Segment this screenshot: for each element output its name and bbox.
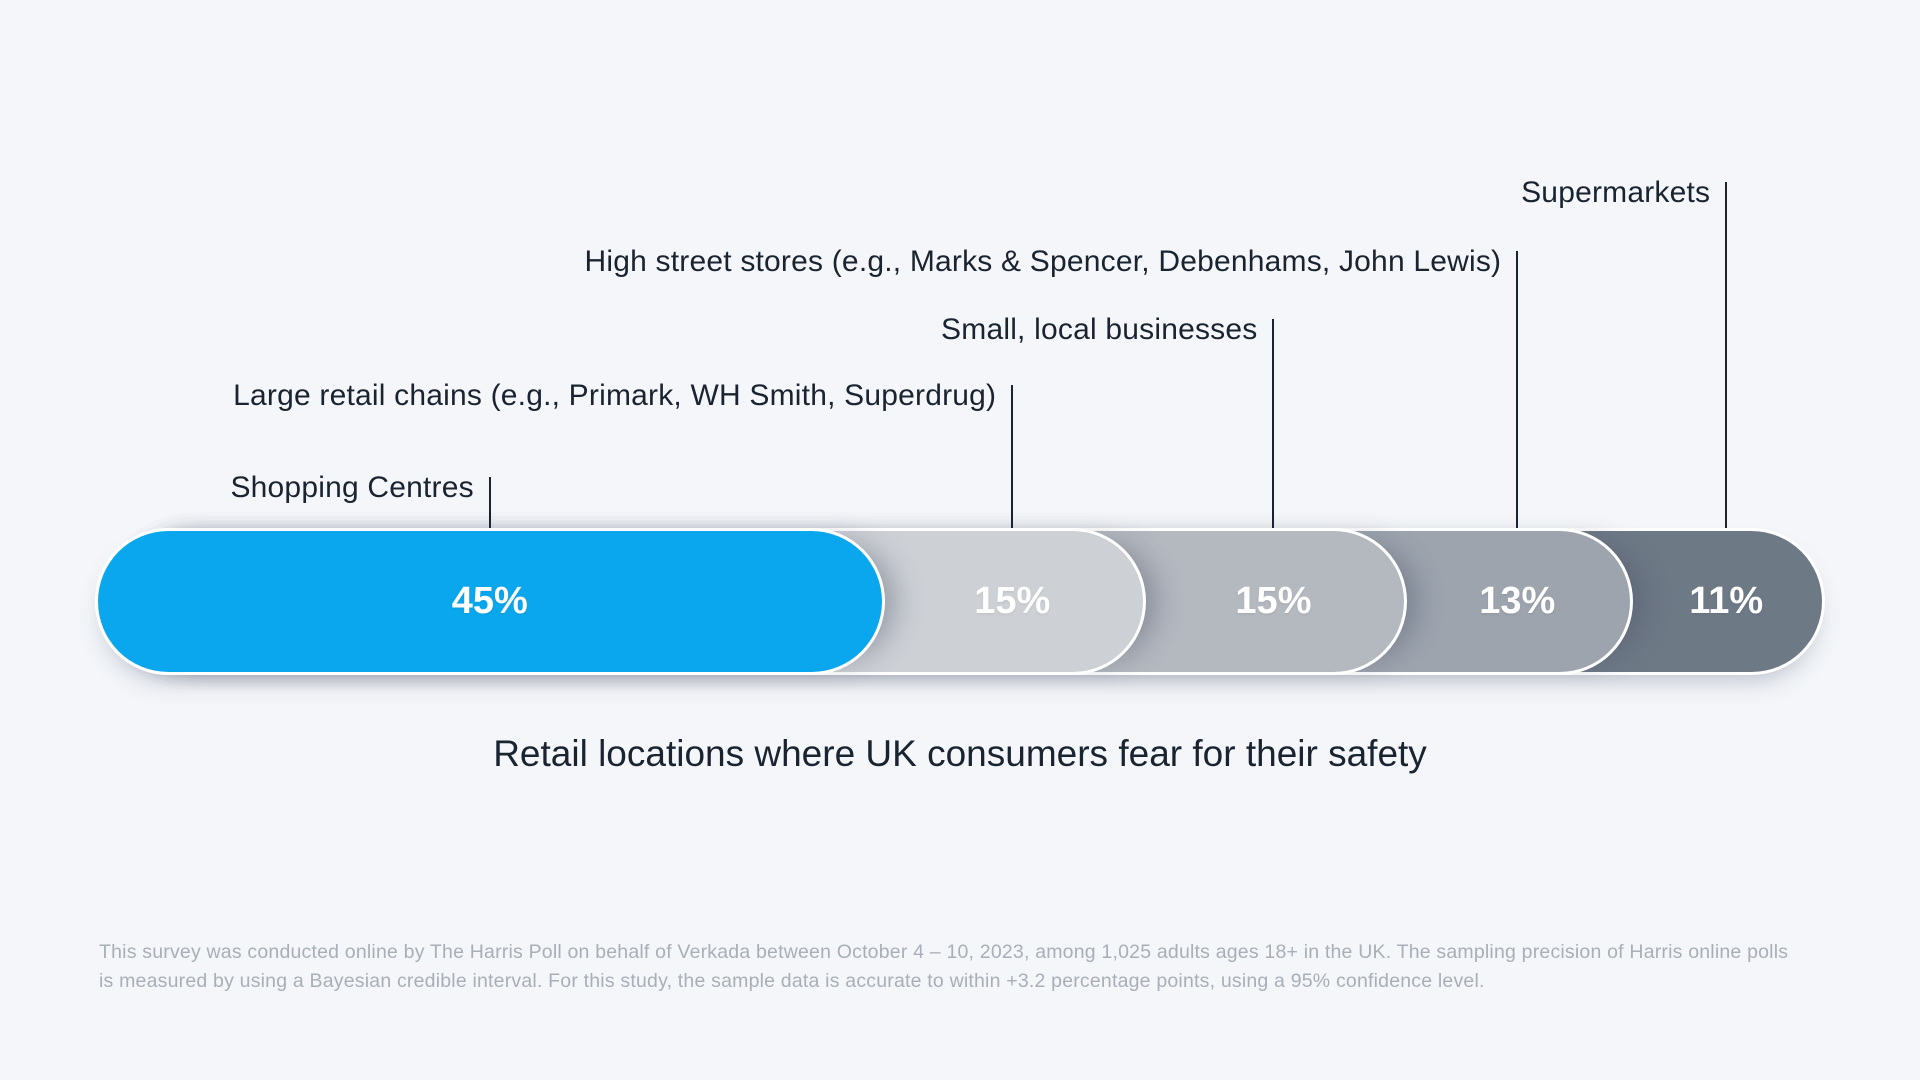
segment-value-label: 45% [451, 580, 528, 622]
callout-leader-line [488, 477, 491, 532]
callout-label: Small, local businesses [941, 313, 1258, 346]
footnote-line-2: is measured by using a Bayesian credible… [99, 970, 1485, 992]
segment-value-label: 11% [1689, 580, 1764, 622]
callout-label: Supermarkets [1521, 176, 1711, 209]
bar-segment-1 [98, 531, 882, 672]
chart-title: Retail locations where UK consumers fear… [493, 733, 1427, 774]
callout-label: Large retail chains (e.g., Primark, WH S… [233, 379, 997, 412]
segment-value-label: 13% [1479, 580, 1556, 622]
callout-label: High street stores (e.g., Marks & Spence… [584, 245, 1502, 278]
callout-leader-line [1011, 385, 1014, 532]
callout-leader-line [1516, 251, 1519, 532]
segment-value-label: 15% [1235, 580, 1312, 622]
stacked-bar: 45% 15% 15% 13% 11% [98, 531, 1822, 672]
segment-value-label: 15% [974, 580, 1051, 622]
callout-leader-line [1272, 319, 1275, 532]
callout-label: Shopping Centres [230, 471, 474, 504]
footnote-line-1: This survey was conducted online by The … [99, 941, 1789, 963]
survey-footnote: This survey was conducted online by The … [99, 938, 1879, 996]
callout-leader-line [1725, 182, 1728, 532]
